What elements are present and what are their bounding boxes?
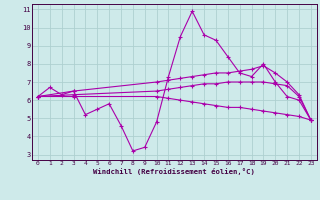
X-axis label: Windchill (Refroidissement éolien,°C): Windchill (Refroidissement éolien,°C)	[93, 168, 255, 175]
